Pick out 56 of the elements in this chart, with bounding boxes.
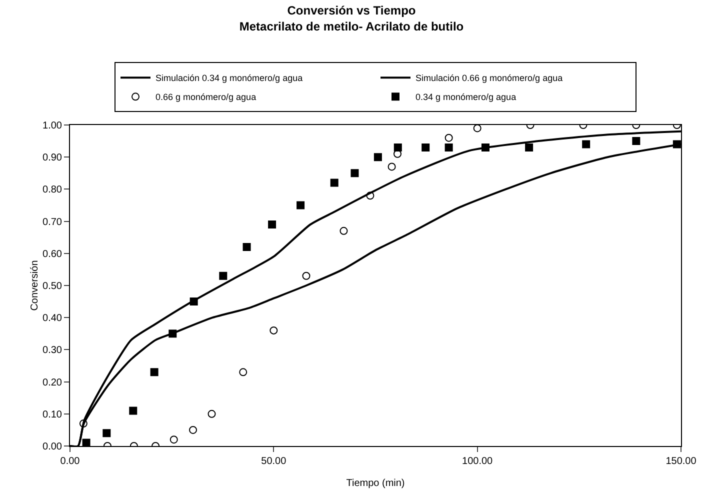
point [242, 242, 251, 251]
point [444, 134, 453, 142]
point [296, 201, 305, 210]
x-tick-label: 50.00 [261, 456, 287, 467]
point [340, 226, 348, 235]
point [525, 143, 534, 152]
point [239, 368, 248, 376]
y-tick-label: 0.60 [42, 248, 62, 260]
point [632, 137, 640, 146]
point [189, 426, 198, 434]
point [270, 326, 278, 334]
y-tick-label: 0.00 [42, 442, 62, 452]
point [102, 429, 111, 438]
point [79, 420, 88, 428]
y-tick-label: 0.80 [42, 184, 62, 196]
point [170, 436, 178, 444]
chart-subtitle: Metacrilato de metilo- Acrilato de butilo [239, 19, 464, 34]
point [422, 143, 430, 152]
legend-label: Simulación 0.66 g monómero/g agua [416, 73, 563, 84]
y-tick-label: 0.90 [42, 152, 62, 164]
legend-label: 0.34 g monómero/g agua [416, 92, 516, 102]
point [374, 153, 382, 162]
point [473, 125, 482, 132]
y-tick-label: 1.00 [42, 120, 62, 132]
point [672, 140, 681, 148]
point [388, 162, 396, 171]
x-tick-label: 150.00 [666, 456, 697, 467]
point [129, 406, 138, 415]
point [350, 169, 359, 178]
y-tick-label: 0.10 [42, 409, 62, 420]
point [582, 140, 590, 148]
x-tick-label: 0.00 [60, 456, 80, 467]
point [444, 143, 453, 152]
point [219, 272, 228, 280]
point [150, 368, 158, 376]
y-tick-label: 0.50 [42, 281, 62, 292]
y-axis-title: Conversión [30, 260, 41, 311]
chart-title: Conversión vs Tiempo [287, 4, 416, 18]
y-tick-label: 0.20 [42, 377, 62, 388]
legend-label: Simulación 0.34 g monómero/g agua [156, 73, 303, 84]
y-tick-label: 0.40 [42, 313, 62, 324]
x-axis-title: Tiempo (min) [346, 478, 405, 489]
legend-label: 0.66 g monómero/g agua [156, 92, 256, 102]
point [330, 178, 338, 187]
point [82, 438, 90, 446]
point [190, 298, 198, 306]
point [268, 220, 276, 229]
point [168, 330, 177, 338]
y-tick-label: 0.30 [42, 345, 62, 356]
point [208, 410, 216, 418]
point [481, 143, 490, 152]
x-tick-label: 100.00 [462, 456, 494, 467]
point [302, 272, 310, 280]
y-tick-label: 0.70 [42, 216, 62, 228]
point [394, 143, 402, 152]
point [366, 192, 374, 200]
